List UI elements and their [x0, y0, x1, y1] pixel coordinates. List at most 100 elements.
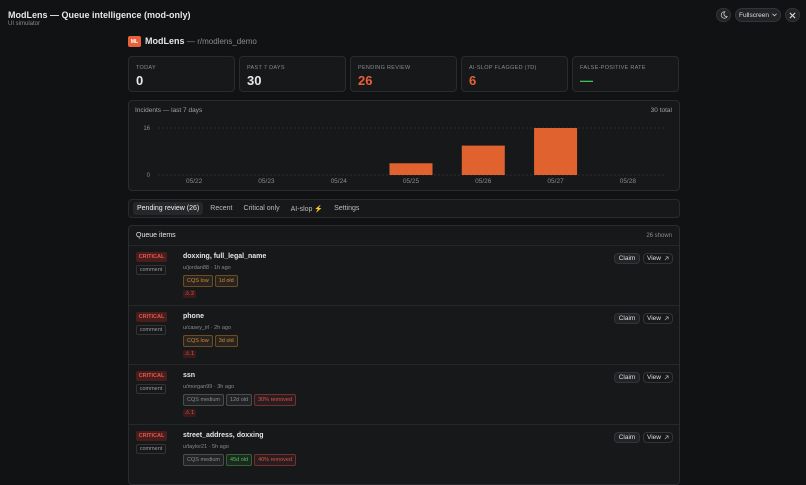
severity-badge: CRITICAL: [136, 252, 167, 262]
view-label: View: [647, 433, 661, 441]
tab[interactable]: Settings: [334, 205, 360, 212]
queue-panel: Queue items 26 shown CRITICAL comment doxx…: [128, 225, 680, 485]
stat-label: FALSE-POSITIVE RATE: [580, 65, 646, 71]
item-title[interactable]: ssn: [183, 372, 196, 379]
tag-list: CQS medium 12d old 30% removed: [183, 394, 296, 406]
claim-button[interactable]: Claim: [614, 372, 640, 383]
kind-badge: comment: [136, 265, 166, 275]
view-label: View: [647, 314, 661, 322]
view-button[interactable]: View: [643, 431, 673, 443]
severity-badge: CRITICAL: [136, 371, 167, 381]
tag: CQS low: [183, 334, 213, 347]
x-tick-label: 05/28: [620, 178, 637, 185]
claim-button[interactable]: Claim: [614, 312, 640, 324]
queue-title: Queue items: [136, 232, 176, 239]
severity-badge: CRITICAL: [136, 430, 167, 441]
flag-value: 1: [190, 350, 194, 357]
bar: [461, 145, 505, 175]
app-title: ModLens — Queue intelligence (mod-only): [8, 10, 191, 20]
claim-button[interactable]: Claim: [614, 253, 640, 264]
item-title[interactable]: doxxing, full_legal_name: [183, 253, 267, 260]
tag: CQS low: [183, 275, 213, 287]
stat-card: TODAY 0: [128, 56, 235, 92]
flag-value: 2: [190, 291, 194, 297]
external-icon: [664, 256, 669, 261]
tab[interactable]: Pending review (26): [133, 202, 204, 215]
stat-card: PENDING REVIEW 26: [350, 56, 457, 92]
queue-count: 26 shown: [646, 233, 672, 239]
stat-value: 0: [136, 73, 144, 88]
flag-count: ⚠ 1: [183, 409, 196, 417]
tag-list: CQS low 3d old: [183, 334, 238, 347]
tag: CQS medium: [183, 394, 225, 406]
claim-button[interactable]: Claim: [614, 431, 640, 443]
tab-bar: Pending review (26) Recent Critical only AI…: [128, 199, 680, 218]
x-tick-label: 05/25: [403, 178, 420, 185]
tag: 3d old: [214, 334, 238, 347]
view-button[interactable]: View: [643, 372, 673, 383]
tab[interactable]: AI-slop ⚡: [290, 205, 324, 213]
chevron: [772, 13, 777, 17]
fullscreen-button[interactable]: Fullscreen: [735, 8, 781, 22]
external-icon: [664, 435, 669, 439]
external-icon: [664, 316, 669, 320]
moon-icon: [720, 11, 728, 19]
chart: Incidents — last 7 days 30 total 0 16 05/2…: [135, 107, 673, 185]
tab[interactable]: Recent: [210, 205, 233, 212]
tag: 1d old: [214, 275, 238, 287]
page: ModLens { "header": {"title": "ModLens —…: [8, 8, 800, 485]
tag-list: CQS low 1d old: [183, 275, 238, 287]
flag-count: ⚠ 1: [183, 349, 196, 358]
chart-title: Incidents — last 7 days: [135, 107, 203, 114]
stat-label: PAST 7 DAYS: [247, 65, 285, 71]
tag: 45d old: [226, 453, 253, 466]
theme-toggle[interactable]: [716, 8, 731, 22]
stat-value: 26: [358, 73, 373, 88]
fullscreen-label: Fullscreen: [739, 11, 769, 19]
tag: 12d old: [226, 394, 253, 406]
view-label: View: [647, 255, 661, 262]
kind-badge: comment: [136, 324, 166, 335]
chart-panel: Incidents — last 7 days 30 total 0 16 05/2…: [128, 100, 680, 191]
kind-badge: comment: [136, 384, 166, 394]
bar: [534, 128, 578, 175]
stat-label: PENDING REVIEW: [358, 65, 411, 71]
stat-value: —: [580, 73, 593, 88]
view-button[interactable]: View: [643, 253, 673, 264]
stat-value: 30: [247, 73, 262, 88]
warning-icon: ⚠: [185, 291, 190, 297]
bar: [389, 163, 433, 175]
warning-icon: ⚠: [185, 350, 190, 357]
brand-name: ModLens: [145, 36, 185, 46]
flag-count: ⚠ 2: [183, 290, 196, 298]
item-meta: u/casey_irl · 2h ago: [183, 324, 231, 331]
logo: ML: [128, 36, 141, 47]
tab[interactable]: Critical only: [243, 205, 280, 212]
stat-label: TODAY: [136, 65, 156, 71]
chart-total: 30 total: [651, 107, 673, 114]
x-tick-label: 05/26: [475, 178, 492, 185]
y-tick-label: 16: [143, 126, 150, 132]
tag-list: CQS medium 45d old 40% removed: [183, 453, 296, 466]
tag: 30% removed: [254, 394, 296, 406]
kind-badge: comment: [136, 443, 166, 454]
queue-item: CRITICAL comment street_address, doxxing u/…: [129, 423, 679, 484]
view-label: View: [647, 374, 661, 381]
warning-icon: ⚠: [185, 410, 190, 416]
item-title[interactable]: phone: [183, 312, 204, 320]
item-meta: u/morgan99 · 3h ago: [183, 384, 235, 390]
stat-value: 6: [469, 73, 477, 88]
close-button[interactable]: [785, 8, 800, 22]
external-icon: [664, 375, 669, 380]
item-meta: u/taylor21 · 5h ago: [183, 443, 229, 450]
x-tick-label: 05/23: [258, 178, 275, 185]
queue-item: CRITICAL comment phone u/casey_irl · 2h ago…: [129, 304, 679, 365]
queue-item: CRITICAL comment doxxing, full_legal_name u…: [129, 245, 679, 305]
item-title[interactable]: street_address, doxxing: [183, 431, 264, 439]
view-button[interactable]: View: [643, 312, 673, 324]
severity-badge: CRITICAL: [136, 311, 167, 322]
app: ModLens — Queue intelligence (mod-only) …: [8, 8, 800, 485]
tag: CQS medium: [183, 453, 225, 466]
tag: 40% removed: [254, 453, 296, 466]
x-tick-label: 05/27: [547, 178, 564, 185]
